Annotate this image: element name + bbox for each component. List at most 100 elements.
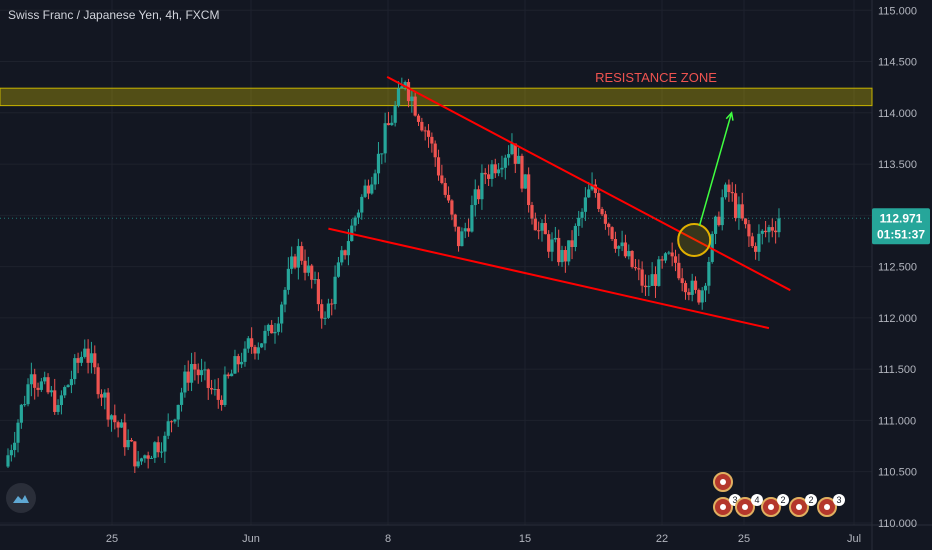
candle[interactable] xyxy=(723,184,728,198)
candle[interactable] xyxy=(436,157,441,176)
candle[interactable] xyxy=(720,197,724,226)
candle[interactable] xyxy=(213,388,217,390)
candle[interactable] xyxy=(280,304,284,324)
candle[interactable] xyxy=(133,441,137,467)
candle[interactable] xyxy=(653,274,658,286)
candle[interactable] xyxy=(430,136,434,144)
candle[interactable] xyxy=(323,317,327,319)
candle[interactable] xyxy=(560,250,564,263)
candle[interactable] xyxy=(386,123,391,126)
candle[interactable] xyxy=(433,143,437,158)
candle[interactable] xyxy=(767,227,771,233)
candle[interactable] xyxy=(647,285,651,288)
candle[interactable] xyxy=(186,371,190,383)
candle[interactable] xyxy=(443,183,447,195)
candle[interactable] xyxy=(176,404,180,420)
candle[interactable] xyxy=(223,374,227,405)
candle[interactable] xyxy=(49,390,53,393)
candle[interactable] xyxy=(603,214,608,224)
candle[interactable] xyxy=(310,265,314,280)
candle[interactable] xyxy=(320,304,324,319)
candle[interactable] xyxy=(670,252,674,257)
candle[interactable] xyxy=(203,369,207,371)
candle[interactable] xyxy=(26,384,30,405)
tradingview-logo-icon[interactable] xyxy=(6,483,36,513)
event-badge[interactable]: 3 xyxy=(713,494,741,517)
candle[interactable] xyxy=(707,261,711,286)
candle[interactable] xyxy=(156,442,160,453)
candle[interactable] xyxy=(463,228,467,232)
candle[interactable] xyxy=(13,442,17,451)
candle[interactable] xyxy=(286,268,290,290)
candle[interactable] xyxy=(420,121,424,131)
candle[interactable] xyxy=(777,218,781,233)
candle[interactable] xyxy=(240,361,244,365)
candle[interactable] xyxy=(36,387,40,390)
candle[interactable] xyxy=(136,461,140,467)
candle[interactable] xyxy=(173,419,177,422)
candle[interactable] xyxy=(346,241,351,256)
candle[interactable] xyxy=(330,303,334,305)
candle[interactable] xyxy=(9,450,13,456)
candle[interactable] xyxy=(276,323,280,332)
candle[interactable] xyxy=(123,422,127,448)
candle[interactable] xyxy=(63,387,67,396)
candle[interactable] xyxy=(540,223,544,231)
candle[interactable] xyxy=(500,167,504,170)
candle[interactable] xyxy=(73,358,77,380)
candle[interactable] xyxy=(683,283,688,293)
candle[interactable] xyxy=(113,415,117,423)
candle[interactable] xyxy=(53,390,57,412)
candle[interactable] xyxy=(16,422,20,443)
candle[interactable] xyxy=(690,280,694,295)
candle[interactable] xyxy=(263,330,267,344)
candle[interactable] xyxy=(583,197,587,212)
candle[interactable] xyxy=(410,96,414,102)
candle[interactable] xyxy=(383,123,387,154)
candle[interactable] xyxy=(33,374,37,388)
candle[interactable] xyxy=(199,370,204,376)
candle[interactable] xyxy=(423,130,427,132)
candle[interactable] xyxy=(370,184,374,194)
candle[interactable] xyxy=(93,353,97,368)
candle[interactable] xyxy=(116,422,120,428)
candle[interactable] xyxy=(343,250,347,256)
candle[interactable] xyxy=(620,242,624,247)
candle[interactable] xyxy=(480,172,484,200)
candle[interactable] xyxy=(99,394,104,398)
candle[interactable] xyxy=(743,218,748,225)
candle[interactable] xyxy=(713,216,718,234)
candle[interactable] xyxy=(563,250,567,262)
candle[interactable] xyxy=(623,242,628,257)
candle[interactable] xyxy=(730,192,734,194)
candle[interactable] xyxy=(183,371,187,393)
candle[interactable] xyxy=(230,373,234,377)
candle[interactable] xyxy=(470,205,474,232)
candle[interactable] xyxy=(326,303,330,318)
candle[interactable] xyxy=(630,250,634,268)
candle[interactable] xyxy=(703,285,708,291)
candle[interactable] xyxy=(764,230,768,233)
candle[interactable] xyxy=(446,194,451,201)
candle[interactable] xyxy=(166,421,170,436)
candle[interactable] xyxy=(593,184,597,194)
symbol-title[interactable]: Swiss Franc / Japanese Yen, 4h, FXCM xyxy=(8,8,220,22)
candle[interactable] xyxy=(700,290,704,303)
event-badge[interactable] xyxy=(713,472,733,492)
candle[interactable] xyxy=(523,174,527,189)
candle[interactable] xyxy=(577,217,581,226)
candle[interactable] xyxy=(667,252,671,254)
candle[interactable] xyxy=(236,356,240,365)
candle[interactable] xyxy=(737,204,741,218)
candle[interactable] xyxy=(306,265,310,273)
candle[interactable] xyxy=(6,455,10,467)
candle[interactable] xyxy=(610,227,614,239)
candle[interactable] xyxy=(466,228,471,232)
candle[interactable] xyxy=(103,392,107,398)
candle[interactable] xyxy=(193,364,197,370)
candle[interactable] xyxy=(450,200,454,215)
candle[interactable] xyxy=(256,347,260,354)
candle[interactable] xyxy=(426,130,431,137)
candle[interactable] xyxy=(143,455,147,459)
